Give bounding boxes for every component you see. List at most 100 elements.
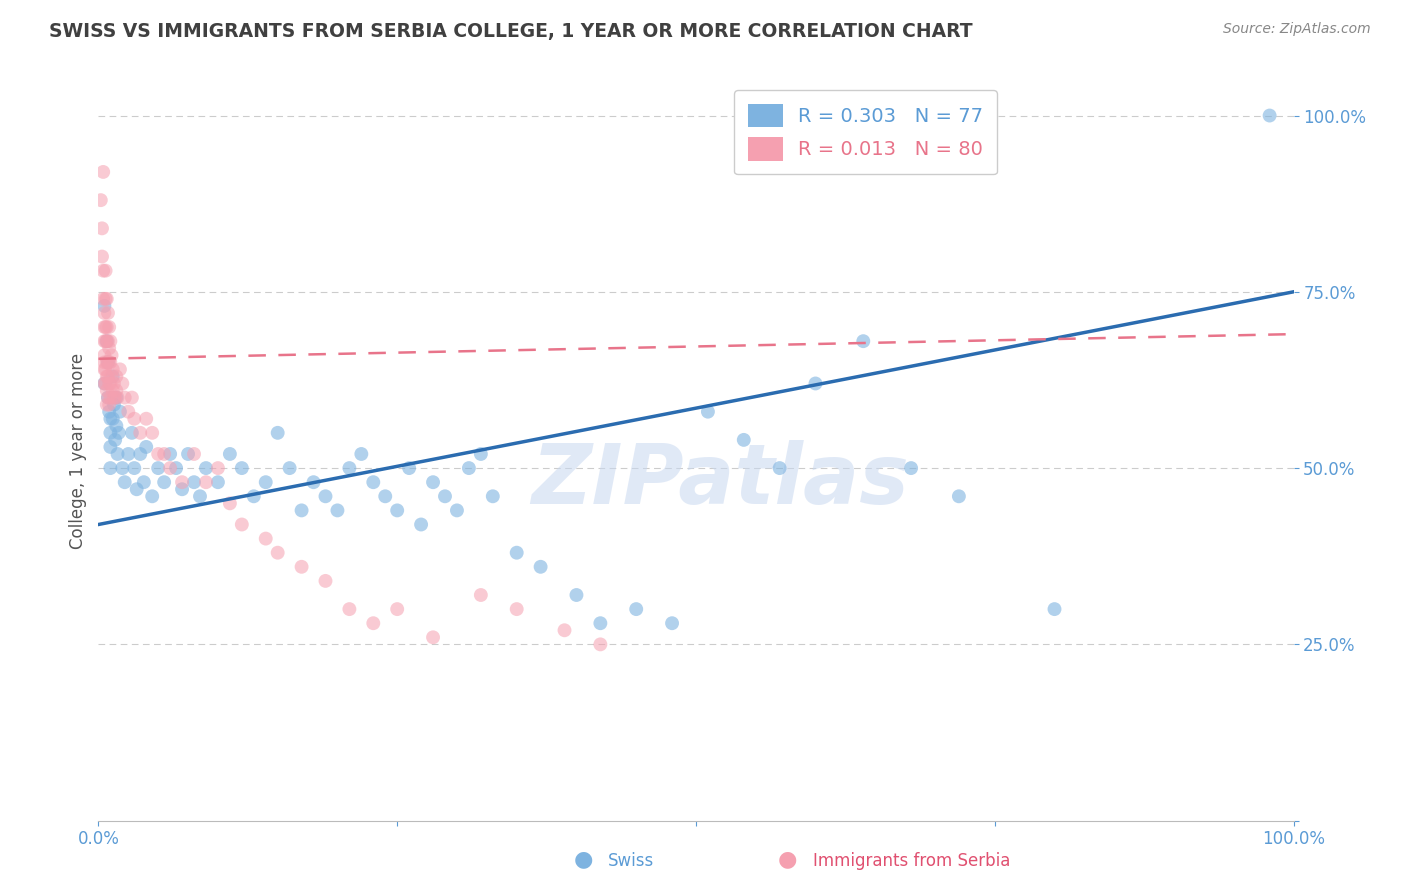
Point — [98, 376, 122, 391]
Point — [589, 637, 612, 651]
Point — [141, 489, 163, 503]
Point — [172, 482, 194, 496]
Point — [661, 616, 683, 631]
Point — [103, 391, 125, 405]
Point — [565, 588, 588, 602]
Point — [105, 391, 128, 405]
Point — [129, 425, 152, 440]
Point — [458, 461, 481, 475]
Point — [422, 630, 444, 644]
Point — [254, 532, 277, 546]
Point — [91, 165, 114, 179]
Point — [132, 475, 155, 490]
Point — [530, 559, 553, 574]
Point — [172, 475, 194, 490]
Point — [114, 391, 136, 405]
Point — [153, 475, 176, 490]
Point — [254, 475, 277, 490]
Point — [97, 391, 120, 405]
Point — [108, 362, 131, 376]
Point — [804, 376, 827, 391]
Point — [124, 411, 146, 425]
Point — [219, 496, 242, 510]
Point — [93, 376, 115, 391]
Text: Source: ZipAtlas.com: Source: ZipAtlas.com — [1223, 22, 1371, 37]
Legend: R = 0.303   N = 77, R = 0.013   N = 80: R = 0.303 N = 77, R = 0.013 N = 80 — [734, 90, 997, 175]
Point — [91, 263, 114, 277]
Point — [94, 362, 117, 376]
Point — [100, 369, 122, 384]
Point — [121, 425, 143, 440]
Point — [93, 362, 115, 376]
Point — [267, 425, 290, 440]
Point — [207, 461, 229, 475]
Point — [91, 250, 114, 264]
Point — [165, 461, 187, 475]
Point — [91, 292, 114, 306]
Point — [97, 334, 120, 348]
Point — [96, 355, 118, 369]
Point — [350, 447, 373, 461]
Point — [111, 461, 134, 475]
Point — [96, 334, 118, 348]
Point — [93, 320, 115, 334]
Point — [159, 461, 181, 475]
Point — [97, 369, 120, 384]
Point — [422, 475, 444, 490]
Point — [1258, 109, 1281, 123]
Point — [135, 440, 157, 454]
Point — [94, 292, 117, 306]
Point — [470, 588, 492, 602]
Point — [107, 391, 129, 405]
Point — [315, 574, 337, 588]
Point — [101, 369, 124, 384]
Point — [96, 292, 118, 306]
Point — [231, 461, 253, 475]
Point — [446, 503, 468, 517]
Point — [148, 461, 170, 475]
Point — [398, 461, 420, 475]
Point — [105, 384, 128, 398]
Point — [852, 334, 875, 348]
Point — [97, 306, 120, 320]
Point — [243, 489, 266, 503]
Point — [98, 425, 122, 440]
Point — [105, 418, 128, 433]
Point — [177, 447, 200, 461]
Point — [506, 602, 529, 616]
Point — [291, 503, 314, 517]
Point — [90, 193, 112, 207]
Point — [101, 411, 124, 425]
Point — [93, 334, 115, 348]
Point — [124, 461, 146, 475]
Point — [97, 355, 120, 369]
Point — [96, 384, 118, 398]
Point — [948, 489, 970, 503]
Point — [105, 369, 128, 384]
Point — [98, 391, 122, 405]
Point — [103, 376, 125, 391]
Point — [339, 602, 361, 616]
Text: ZIPatlas: ZIPatlas — [531, 440, 908, 521]
Point — [589, 616, 612, 631]
Text: ●: ● — [574, 850, 593, 870]
Point — [626, 602, 648, 616]
Point — [96, 320, 118, 334]
Point — [94, 334, 117, 348]
Point — [302, 475, 325, 490]
Point — [98, 376, 121, 391]
Point — [385, 602, 409, 616]
Point — [363, 616, 385, 631]
Point — [94, 376, 117, 391]
Point — [554, 624, 576, 638]
Point — [207, 475, 229, 490]
Point — [231, 517, 253, 532]
Point — [93, 299, 115, 313]
Point — [111, 376, 134, 391]
Point — [183, 475, 205, 490]
Point — [125, 482, 148, 496]
Point — [97, 355, 120, 369]
Point — [98, 405, 121, 419]
Point — [114, 475, 136, 490]
Point — [141, 425, 163, 440]
